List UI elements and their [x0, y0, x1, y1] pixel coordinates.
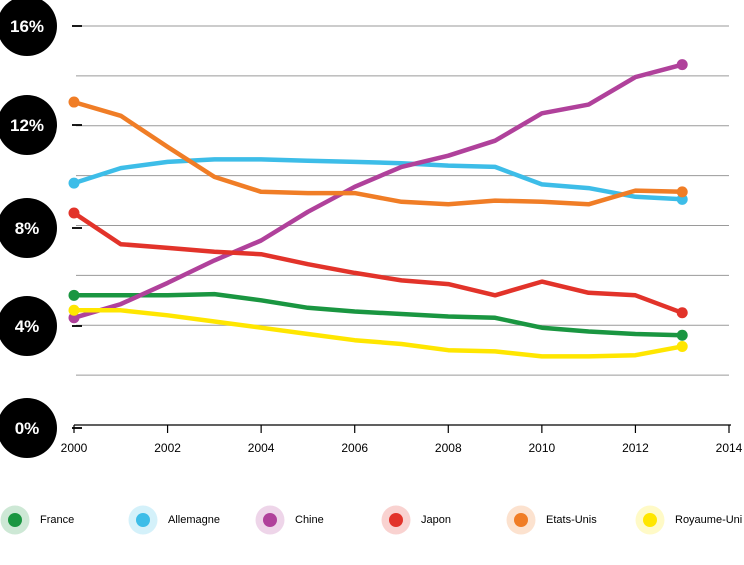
legend-label: Chine: [295, 514, 324, 526]
y-tick: 8%: [0, 198, 82, 258]
x-tick-label: 2012: [622, 441, 649, 455]
data-point: [676, 340, 688, 352]
legend-label: Japon: [421, 514, 451, 526]
legend-label: Allemagne: [168, 514, 220, 526]
series-line: [71, 308, 685, 359]
legend-swatch: [8, 513, 22, 527]
y-tick-label: 4%: [15, 317, 40, 336]
legend-swatch: [263, 513, 277, 527]
y-tick-label: 16%: [10, 17, 44, 36]
x-tick-label: 2010: [529, 441, 556, 455]
data-point: [68, 177, 80, 189]
legend-item-chine: Chine: [255, 505, 324, 535]
series-line: [71, 210, 685, 316]
series-line: [71, 291, 685, 338]
legend: France Allemagne Chine Japon Etats-Unis Royau…: [0, 505, 742, 535]
legend-label: Royaume-Uni: [675, 514, 742, 526]
y-tick-label: 0%: [15, 419, 40, 438]
data-point: [676, 307, 688, 319]
x-tick-label: 2006: [341, 441, 368, 455]
series-lines: [68, 59, 688, 359]
legend-swatch: [389, 513, 403, 527]
series-france: [68, 289, 688, 341]
y-tick: 0%: [0, 398, 82, 458]
legend-label: Etats-Unis: [546, 514, 597, 526]
legend-label: France: [40, 514, 74, 526]
series-royaume-uni: [68, 304, 688, 359]
series-line: [71, 157, 685, 202]
data-point: [68, 207, 80, 219]
series-etats-unis: [68, 96, 688, 207]
y-tick-badge: [0, 198, 57, 258]
data-point: [68, 304, 80, 316]
series-line: [71, 62, 685, 321]
data-point: [676, 186, 688, 198]
data-point: [68, 289, 80, 301]
y-tick-badge: [0, 296, 57, 356]
x-tick-label: 2008: [435, 441, 462, 455]
legend-item-allemagne: Allemagne: [128, 505, 220, 535]
y-tick: 12%: [0, 95, 82, 155]
y-tick-badge: [0, 398, 57, 458]
data-point: [676, 329, 688, 341]
x-tick-label: 2004: [248, 441, 275, 455]
x-tick-label: 2002: [154, 441, 181, 455]
y-tick: 4%: [0, 296, 82, 356]
legend-item-japon: Japon: [381, 505, 451, 535]
legend-swatch: [136, 513, 150, 527]
y-tick-badge: [0, 95, 57, 155]
y-axis: 16% 12% 8% 4% 0%: [0, 0, 82, 458]
legend-item-etats-unis: Etats-Unis: [506, 505, 597, 535]
data-point: [68, 96, 80, 108]
series-japon: [68, 207, 688, 319]
legend-swatch: [514, 513, 528, 527]
x-axis: 2000 2002 2004 2006 2008 2010 2012 2014: [61, 424, 743, 455]
y-tick-label: 8%: [15, 219, 40, 238]
series-line: [71, 99, 685, 207]
legend-item-france: France: [0, 505, 74, 535]
y-tick-badge: [0, 0, 57, 56]
legend-item-royaume-uni: Royaume-Uni: [635, 505, 742, 535]
legend-swatch: [643, 513, 657, 527]
x-tick-label: 2000: [61, 441, 88, 455]
y-tick: 16%: [0, 0, 82, 56]
data-point: [676, 59, 688, 71]
y-tick-label: 12%: [10, 116, 44, 135]
x-tick-label: 2014: [716, 441, 743, 455]
